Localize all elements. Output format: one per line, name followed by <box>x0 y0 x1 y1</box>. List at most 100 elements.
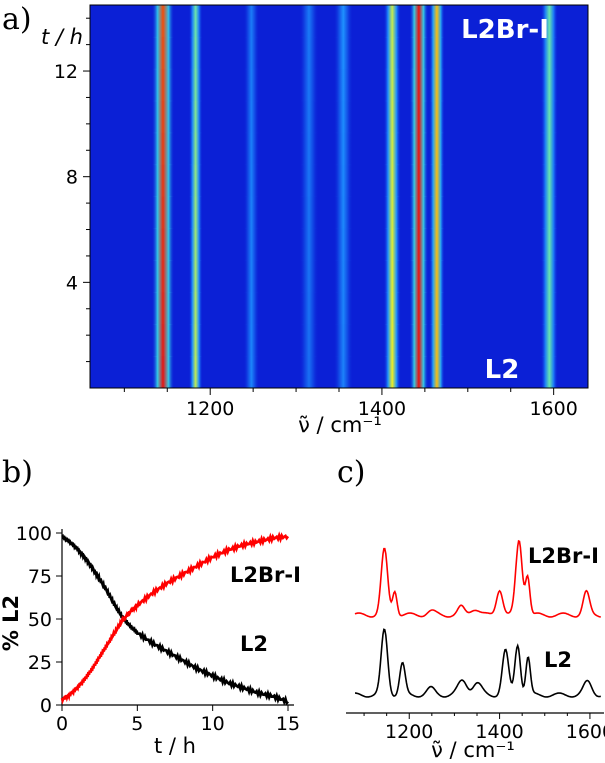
heatmap-band <box>383 100 401 134</box>
heatmap-band <box>383 356 401 389</box>
heatmap-ticks: 1200 1400 1600 4 8 12 <box>54 17 578 420</box>
heatmap-y-tick-label: 8 <box>66 167 78 189</box>
heatmap-band <box>188 356 203 389</box>
heatmap-band <box>540 292 558 325</box>
kinetics-y-axis-title: % L2 <box>0 595 23 651</box>
heatmap-band <box>409 5 429 38</box>
heatmap-band <box>333 68 353 102</box>
kinetics-x-tick-label: 15 <box>276 713 300 735</box>
kinetics-series <box>60 531 290 706</box>
heatmap-band <box>188 132 203 166</box>
spectra-x-tick-label: 1400 <box>475 721 523 743</box>
heatmap-band <box>243 324 260 357</box>
heatmap-band <box>151 100 175 134</box>
heatmap-band <box>383 292 401 325</box>
heatmap-band <box>188 260 203 293</box>
heatmap-band <box>429 260 445 293</box>
heatmap-band <box>383 324 401 357</box>
heatmap-band <box>383 132 401 166</box>
heatmap-band <box>409 324 429 357</box>
heatmap-band <box>409 356 429 389</box>
heatmap-band <box>540 68 558 102</box>
heatmap-band <box>429 100 445 134</box>
heatmap-band <box>540 356 558 389</box>
heatmap-band <box>333 5 353 38</box>
spectra-series <box>354 539 601 698</box>
heatmap-band <box>151 228 175 261</box>
spectra-x-tick-label: 1200 <box>385 721 433 743</box>
heatmap-band <box>540 228 558 261</box>
heatmap-band <box>243 36 260 70</box>
heatmap-band <box>409 68 429 102</box>
panel-label-a: a) <box>2 2 32 37</box>
heatmap-band <box>540 36 558 70</box>
spectra-axes: 1200 1400 1600 <box>346 712 605 743</box>
heatmap-y-axis-title: t / h <box>41 25 83 49</box>
heatmap-band <box>333 260 353 293</box>
heatmap-x-tick-label: 1200 <box>186 398 234 420</box>
heatmap-band <box>299 356 319 389</box>
heatmap-band <box>429 132 445 166</box>
kinetics-y-tick-label: 0 <box>40 695 52 717</box>
heatmap-x-tick-label: 1400 <box>358 398 406 420</box>
heatmap-band <box>151 164 175 197</box>
heatmap-band <box>409 36 429 70</box>
kinetics-x-tick-label: 5 <box>131 713 143 735</box>
heatmap-band <box>299 228 319 261</box>
heatmap-band <box>299 36 319 70</box>
heatmap-band <box>151 260 175 293</box>
heatmap-y-tick-label: 4 <box>66 272 78 294</box>
heatmap-band <box>333 356 353 389</box>
heatmap-label-l2: L2 <box>485 355 520 385</box>
heatmap-band <box>540 132 558 166</box>
heatmap-band <box>383 260 401 293</box>
kinetics-y-tick-label: 50 <box>28 609 52 631</box>
heatmap-band <box>299 292 319 325</box>
spectra-chart: 1200 1400 1600 L2Br-I L2 ν̃ / cm⁻¹ <box>346 539 605 762</box>
heatmap-band <box>151 36 175 70</box>
heatmap-band <box>299 324 319 357</box>
heatmap-band <box>409 100 429 134</box>
heatmap-band <box>151 324 175 357</box>
kinetics-x-tick-label: 0 <box>56 713 68 735</box>
kinetics-series-l2br-i <box>60 531 290 705</box>
heatmap-band <box>188 292 203 325</box>
heatmap-band <box>243 292 260 325</box>
heatmap-band <box>429 164 445 197</box>
kinetics-label-l2: L2 <box>240 632 268 656</box>
spectra-x-axis-title: ν̃ / cm⁻¹ <box>431 738 515 762</box>
heatmap-band <box>333 132 353 166</box>
heatmap-band <box>299 164 319 197</box>
spectra-label-l2: L2 <box>544 648 572 672</box>
heatmap-y-tick-label: 12 <box>54 61 78 83</box>
kinetics-x-tick-label: 10 <box>201 713 225 735</box>
heatmap-band <box>188 228 203 261</box>
heatmap-band <box>540 164 558 197</box>
heatmap-band <box>429 292 445 325</box>
heatmap-band <box>151 132 175 166</box>
heatmap-x-axis-title: ν̃ / cm⁻¹ <box>298 413 382 437</box>
heatmap-band <box>409 292 429 325</box>
heatmap-band <box>409 132 429 166</box>
heatmap-band <box>540 324 558 357</box>
heatmap-band <box>409 164 429 197</box>
spectra-x-tick-label: 1600 <box>566 721 605 743</box>
heatmap-band <box>409 196 429 229</box>
heatmap-label-l2br-i: L2Br-I <box>461 15 549 45</box>
heatmap-band <box>188 324 203 357</box>
heatmap-band <box>151 196 175 229</box>
heatmap-band <box>188 100 203 134</box>
kinetics-y-tick-label: 75 <box>28 566 52 588</box>
heatmap-band <box>243 356 260 389</box>
heatmap-band <box>333 100 353 134</box>
panel-label-c: c) <box>337 455 366 490</box>
panel-label-b: b) <box>2 455 33 490</box>
heatmap-band <box>540 196 558 229</box>
heatmap-band <box>299 196 319 229</box>
heatmap-band <box>383 196 401 229</box>
kinetics-y-tick-label: 25 <box>28 652 52 674</box>
heatmap-band <box>243 164 260 197</box>
heatmap-band <box>383 68 401 102</box>
heatmap-band <box>429 5 445 38</box>
heatmap-band <box>383 164 401 197</box>
